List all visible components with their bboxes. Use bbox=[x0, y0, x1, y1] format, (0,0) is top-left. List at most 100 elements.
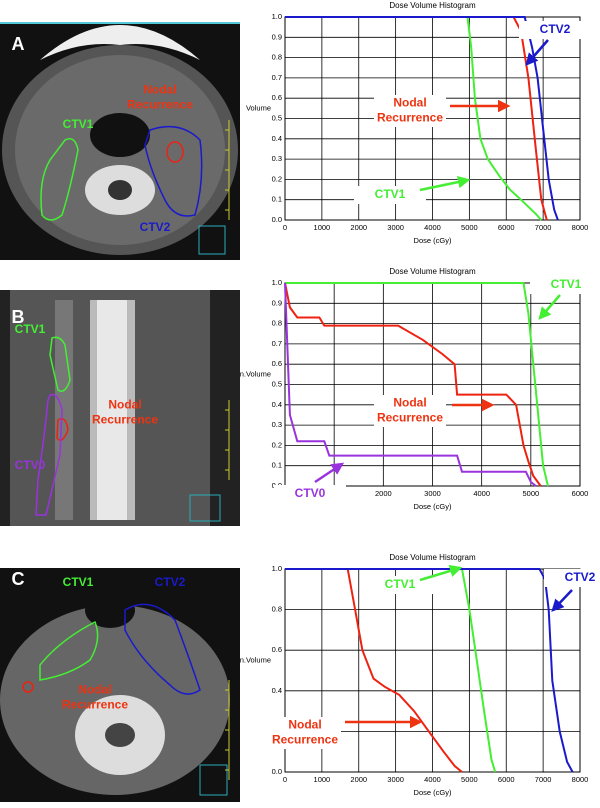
x-tick-label: 2000 bbox=[350, 223, 367, 232]
annotation-background bbox=[519, 21, 591, 39]
x-tick-label: 4000 bbox=[424, 775, 441, 784]
annotation-background bbox=[374, 95, 446, 127]
annotation: CTV1 bbox=[385, 577, 416, 591]
x-axis-label: Dose (cGy) bbox=[414, 236, 452, 245]
y-tick-label: 0.5 bbox=[272, 113, 282, 122]
image-label: Nodal bbox=[143, 83, 176, 97]
image-label: Nodal bbox=[108, 398, 141, 412]
x-axis-label: Dose (cGy) bbox=[414, 502, 452, 511]
x-tick-label: 3000 bbox=[387, 223, 404, 232]
annotation: CTV2 bbox=[565, 570, 596, 584]
chart-title: Dose Volume Histogram bbox=[389, 553, 476, 562]
y-tick-label: 0.8 bbox=[272, 605, 282, 614]
y-tick-label: 0.2 bbox=[272, 174, 282, 183]
x-tick-label: 0 bbox=[283, 223, 287, 232]
panel-label: C bbox=[12, 569, 25, 589]
x-tick-label: 8000 bbox=[572, 775, 589, 784]
annotation: Nodal bbox=[393, 396, 426, 410]
ct-image-a bbox=[0, 22, 240, 260]
annotation: CTV1 bbox=[375, 187, 406, 201]
panel-label: A bbox=[12, 34, 25, 54]
x-tick-label: 1000 bbox=[314, 223, 331, 232]
annotation-arrow bbox=[538, 294, 561, 320]
y-tick-label: 0.1 bbox=[272, 195, 282, 204]
image-label: CTV1 bbox=[15, 322, 46, 336]
annotation-arrow bbox=[551, 589, 573, 612]
y-tick-label: 0.6 bbox=[272, 93, 282, 102]
annotation: CTV1 bbox=[551, 277, 582, 291]
image-label: Recurrence bbox=[92, 413, 158, 427]
y-tick-label: 0.2 bbox=[272, 440, 282, 449]
dvh-line bbox=[285, 16, 543, 221]
x-tick-label: 8000 bbox=[572, 223, 589, 232]
y-tick-label: 0.3 bbox=[272, 420, 282, 429]
y-tick-label: 0.4 bbox=[272, 686, 282, 695]
image-label: CTV2 bbox=[155, 575, 186, 589]
x-axis-label: Dose (cGy) bbox=[414, 788, 452, 797]
y-tick-label: 0.5 bbox=[272, 379, 282, 388]
y-axis-label: n.Volume bbox=[240, 369, 271, 378]
annotation-arrow bbox=[314, 462, 345, 484]
y-tick-label: 0.0 bbox=[272, 767, 282, 776]
y-axis-label: n.Volume bbox=[240, 655, 271, 664]
image-label: Recurrence bbox=[62, 698, 128, 712]
annotation-arrow bbox=[419, 564, 463, 582]
dvh-line bbox=[284, 282, 542, 487]
x-tick-label: 2000 bbox=[350, 775, 367, 784]
x-tick-label: 5000 bbox=[522, 489, 539, 498]
y-tick-label: 0.8 bbox=[272, 53, 282, 62]
annotation-background bbox=[354, 186, 426, 204]
y-tick-label: 0.4 bbox=[272, 134, 282, 143]
annotation-arrow bbox=[525, 39, 549, 66]
x-tick-label: 3000 bbox=[424, 489, 441, 498]
chart-title: Dose Volume Histogram bbox=[389, 267, 476, 276]
y-tick-label: 1.0 bbox=[272, 564, 282, 573]
panel-label: B bbox=[12, 307, 25, 327]
image-label: Recurrence bbox=[127, 98, 193, 112]
annotation-background bbox=[269, 717, 341, 749]
y-tick-label: 0.1 bbox=[272, 461, 282, 470]
y-tick-label: 0.7 bbox=[272, 73, 282, 82]
image-label: CTV0 bbox=[15, 458, 46, 472]
y-axis-label: Volume bbox=[246, 103, 271, 112]
x-tick-label: 1000 bbox=[314, 775, 331, 784]
y-tick-label: 1.0 bbox=[272, 278, 282, 287]
y-tick-label: 0.4 bbox=[272, 400, 282, 409]
annotation-background bbox=[544, 569, 600, 587]
x-tick-label: 6000 bbox=[572, 489, 589, 498]
y-tick-label: 0.6 bbox=[272, 645, 282, 654]
x-tick-label: 4000 bbox=[473, 489, 490, 498]
annotation: Nodal bbox=[393, 96, 426, 110]
annotation: Nodal bbox=[288, 718, 321, 732]
annotation-background bbox=[530, 276, 600, 294]
x-tick-label: 5000 bbox=[461, 223, 478, 232]
y-tick-label: 0.0 bbox=[272, 215, 282, 224]
x-tick-label: 7000 bbox=[535, 223, 552, 232]
annotation: CTV0 bbox=[295, 486, 326, 500]
y-tick-label: 0.9 bbox=[272, 32, 282, 41]
y-tick-label: 1.0 bbox=[272, 12, 282, 21]
dvh-line bbox=[285, 568, 463, 773]
y-tick-label: 0.6 bbox=[272, 359, 282, 368]
annotation-background bbox=[274, 485, 346, 503]
annotation-background bbox=[364, 576, 436, 594]
y-tick-label: 0.8 bbox=[272, 319, 282, 328]
y-tick-label: 0.7 bbox=[272, 339, 282, 348]
dvh-line bbox=[285, 282, 549, 487]
x-tick-label: 5000 bbox=[461, 775, 478, 784]
image-label: CTV1 bbox=[63, 117, 94, 131]
x-tick-label: 6000 bbox=[498, 775, 515, 784]
x-tick-label: 2000 bbox=[375, 489, 392, 498]
x-tick-label: 4000 bbox=[424, 223, 441, 232]
x-tick-label: 3000 bbox=[387, 775, 404, 784]
annotation: Recurrence bbox=[377, 411, 443, 425]
ct-image-c bbox=[0, 568, 240, 802]
image-label: Nodal bbox=[78, 683, 111, 697]
y-tick-label: 0.9 bbox=[272, 298, 282, 307]
annotation: Recurrence bbox=[272, 733, 338, 747]
chart-title: Dose Volume Histogram bbox=[389, 1, 476, 10]
image-label: CTV1 bbox=[63, 575, 94, 589]
x-tick-label: 0 bbox=[283, 775, 287, 784]
x-tick-label: 6000 bbox=[498, 223, 515, 232]
